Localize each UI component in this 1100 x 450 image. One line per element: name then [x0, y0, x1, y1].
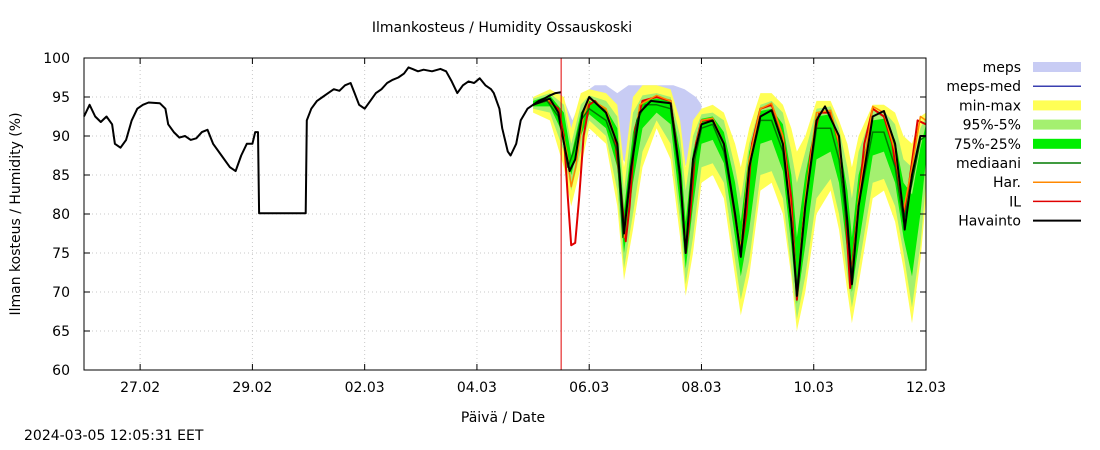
legend-label: meps [983, 60, 1021, 76]
axis-ticks: 60 65 70 75 80 85 90 95 100 27.02 29.02 02.03 04.03 0… [43, 51, 946, 396]
y-axis-label: Ilman kosteus / Humidity (%) [8, 112, 24, 315]
x-tick-label: 27.02 [120, 380, 160, 396]
y-tick-label: 75 [52, 246, 70, 262]
chart-title: Ilmankosteus / Humidity Ossauskoski [372, 20, 632, 36]
legend-label: meps-med [946, 79, 1021, 95]
y-tick-label: 100 [43, 51, 70, 67]
y-tick-label: 80 [52, 207, 70, 223]
legend-label: Havainto [958, 214, 1021, 230]
y-tick-label: 65 [52, 324, 70, 340]
legend-swatch [1033, 119, 1081, 130]
series-lines [83, 66, 927, 301]
legend-swatch [1033, 62, 1081, 72]
legend-label: mediaani [956, 156, 1021, 172]
x-tick-label: 02.03 [345, 380, 385, 396]
y-tick-label: 60 [52, 363, 70, 379]
x-axis-label: Päivä / Date [461, 410, 545, 426]
legend-label: Har. [993, 175, 1021, 191]
y-tick-label: 95 [52, 90, 70, 106]
forecast-bands [533, 85, 926, 331]
y-tick-label: 85 [52, 168, 70, 184]
x-tick-label: 06.03 [569, 380, 609, 396]
legend-label: IL [1009, 194, 1021, 210]
x-tick-label: 08.03 [681, 380, 721, 396]
series-havainto-forecast [532, 96, 926, 297]
series-havainto [83, 66, 562, 215]
legend-label: 75%-25% [954, 137, 1021, 153]
legend-label: 95%-5% [963, 118, 1021, 134]
legend: meps meps-med min-max 95%-5% 75%-25% mediaani… [946, 60, 1081, 230]
x-tick-label: 04.03 [457, 380, 497, 396]
y-tick-label: 70 [52, 285, 70, 301]
x-tick-label: 10.03 [794, 380, 834, 396]
legend-swatch [1033, 138, 1081, 149]
legend-label: min-max [959, 98, 1021, 114]
legend-swatch [1033, 100, 1081, 111]
x-tick-label: 12.03 [906, 380, 946, 396]
band-75-25- [533, 95, 926, 304]
timestamp: 2024-03-05 12:05:31 EET [24, 428, 204, 444]
y-tick-label: 90 [52, 129, 70, 145]
x-tick-label: 29.02 [232, 380, 272, 396]
